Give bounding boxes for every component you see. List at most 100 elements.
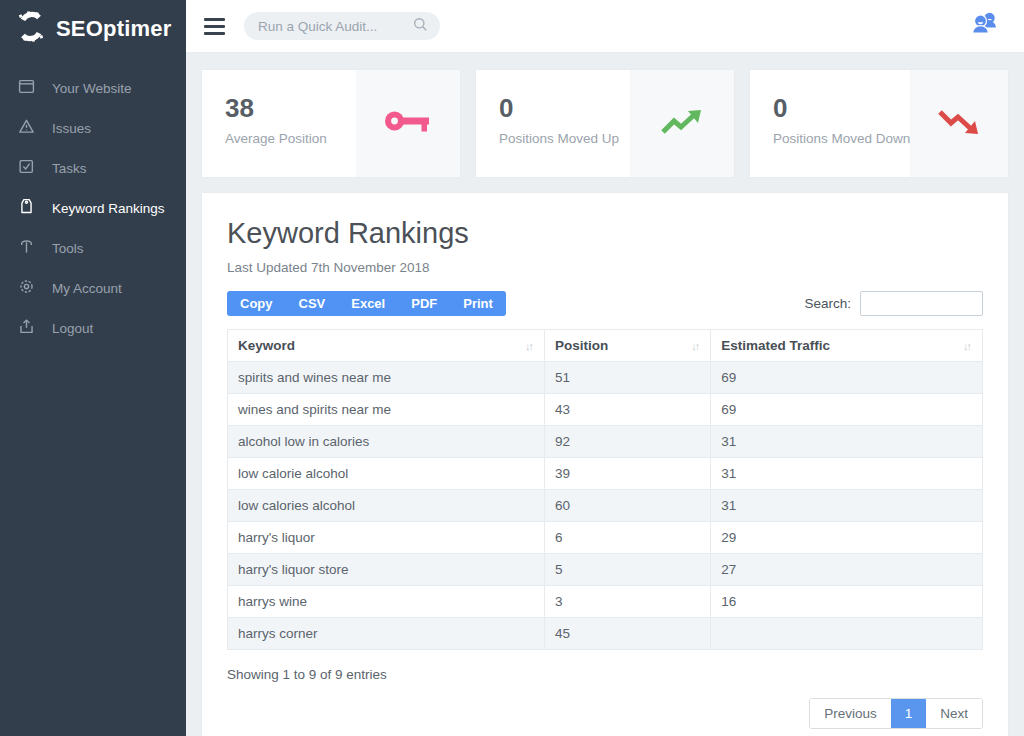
table-row: harrys corner45 [228,618,983,650]
topbar [186,0,1024,53]
key-icon [384,108,431,139]
sort-icon: ↓↑ [525,340,534,352]
sidebar-item-keyword-rankings[interactable]: Keyword Rankings [0,188,186,228]
table-cell: spirits and wines near me [228,362,545,394]
table-cell: 69 [711,362,983,394]
warning-icon [18,118,35,138]
last-updated-text: Last Updated 7th November 2018 [227,260,983,275]
sidebar-item-label: Keyword Rankings [52,201,165,216]
gear-icon [18,278,35,298]
table-cell: alcohol low in calories [228,426,545,458]
table-cell: 51 [545,362,711,394]
entries-summary: Showing 1 to 9 of 9 entries [227,667,983,682]
sidebar-item-label: Tasks [52,161,87,176]
csv-button[interactable]: CSV [286,291,339,316]
copy-button[interactable]: Copy [227,291,286,316]
trend-down-icon [937,107,981,141]
table-cell: 27 [711,554,983,586]
table-search-input[interactable] [860,291,983,316]
tag-icon [18,198,35,218]
sidebar-nav: Your Website Issues Tasks Keyword Rankin… [0,68,186,348]
sidebar-item-label: Tools [52,241,84,256]
table-cell [711,618,983,650]
table-cell: harry's liquor [228,522,545,554]
sidebar-item-my-account[interactable]: My Account [0,268,186,308]
sidebar-item-your-website[interactable]: Your Website [0,68,186,108]
quick-audit-input[interactable] [258,19,413,34]
table-cell: 39 [545,458,711,490]
sidebar-item-logout[interactable]: Logout [0,308,186,348]
sidebar-item-label: Issues [52,121,91,136]
table-body: spirits and wines near me5169wines and s… [228,362,983,650]
stat-card-positions-moved-up: 0 Positions Moved Up [476,70,734,177]
stat-label: Positions Moved Down [773,131,910,146]
column-header-estimated-traffic[interactable]: Estimated Traffic↓↑ [711,330,983,362]
table-row: wines and spirits near me4369 [228,394,983,426]
sort-icon: ↓↑ [963,340,972,352]
table-cell: 69 [711,394,983,426]
table-cell: 43 [545,394,711,426]
sidebar-item-tasks[interactable]: Tasks [0,148,186,188]
table-cell: wines and spirits near me [228,394,545,426]
window-icon [18,78,35,98]
table-cell: 45 [545,618,711,650]
table-row: harry's liquor store527 [228,554,983,586]
table-cell: harrys wine [228,586,545,618]
users-icon[interactable] [971,11,998,38]
content: 38 Average Position 0 [186,53,1024,736]
export-button-group: Copy CSV Excel PDF Print [227,291,506,316]
stat-value: 0 [499,93,630,124]
table-cell: 29 [711,522,983,554]
table-cell: 31 [711,458,983,490]
pdf-button[interactable]: PDF [398,291,450,316]
sidebar-item-tools[interactable]: Tools [0,228,186,268]
next-page-button[interactable]: Next [926,699,982,728]
table-toolbar: Copy CSV Excel PDF Print Search: [227,291,983,316]
stat-card-average-position: 38 Average Position [202,70,460,177]
brand-name: SEOptimer [56,16,172,42]
column-header-keyword[interactable]: Keyword↓↑ [228,330,545,362]
sidebar-item-issues[interactable]: Issues [0,108,186,148]
stat-cards: 38 Average Position 0 [202,70,1008,177]
stat-value: 38 [225,93,356,124]
sort-icon: ↓↑ [691,340,700,352]
pagination-row: Previous 1 Next [227,698,983,729]
table-row: alcohol low in calories9231 [228,426,983,458]
seoptimer-gears-icon [15,11,47,46]
search-label: Search: [804,296,851,311]
sidebar: SEOptimer Your Website Issues Tasks Keyw… [0,0,186,736]
table-cell: low calories alcohol [228,490,545,522]
search-icon [413,17,428,36]
menu-icon[interactable] [202,14,227,39]
table-row: spirits and wines near me5169 [228,362,983,394]
table-cell: 16 [711,586,983,618]
table-cell: 92 [545,426,711,458]
stat-label: Average Position [225,131,356,146]
print-button[interactable]: Print [450,291,506,316]
stat-card-positions-moved-down: 0 Positions Moved Down [750,70,1008,177]
table-cell: 6 [545,522,711,554]
page-1-button[interactable]: 1 [891,699,927,728]
keyword-rankings-table: Keyword↓↑ Position↓↑ Estimated Traffic↓↑… [227,329,983,650]
main-area: 38 Average Position 0 [186,0,1024,736]
table-cell: 31 [711,426,983,458]
previous-page-button[interactable]: Previous [810,699,891,728]
table-cell: harrys corner [228,618,545,650]
column-header-position[interactable]: Position↓↑ [545,330,711,362]
tasks-icon [18,158,35,178]
excel-button[interactable]: Excel [338,291,398,316]
pagination: Previous 1 Next [809,698,983,729]
table-cell: 3 [545,586,711,618]
table-row: harrys wine316 [228,586,983,618]
table-row: harry's liquor629 [228,522,983,554]
table-row: low calorie alcohol3931 [228,458,983,490]
table-cell: harry's liquor store [228,554,545,586]
trend-up-icon [660,107,704,141]
sidebar-item-label: Your Website [52,81,132,96]
table-cell: low calorie alcohol [228,458,545,490]
stat-label: Positions Moved Up [499,131,630,146]
table-cell: 31 [711,490,983,522]
sidebar-item-label: Logout [52,321,93,336]
page-title: Keyword Rankings [227,217,983,250]
brand-logo[interactable]: SEOptimer [0,0,186,58]
